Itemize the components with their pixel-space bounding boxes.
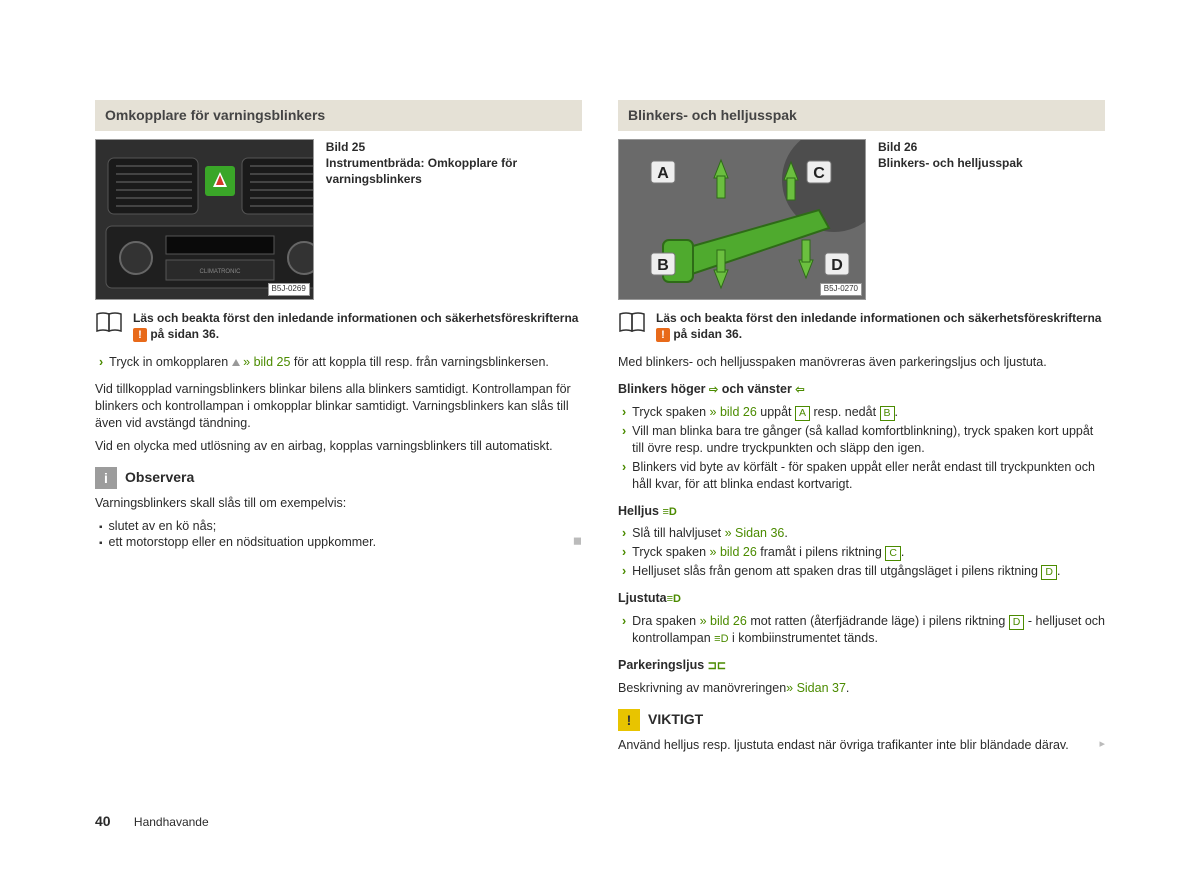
left-column: Omkopplare för varningsblinkers bbox=[95, 100, 582, 760]
footer-section: Handhavande bbox=[134, 815, 209, 829]
fig25-text: Instrumentbräda: Omkopplare för varnings… bbox=[326, 156, 517, 186]
highbeam-icon: ≡D bbox=[714, 633, 728, 645]
figure-row-right: A B C D B5J-0270 Bild 26 Blinkers- och h… bbox=[618, 139, 1105, 300]
park-text: Beskrivning av manövreringen» Sidan 37. bbox=[618, 680, 1105, 697]
figure-25-image: CLIMATRONIC B5J-0269 bbox=[95, 139, 314, 300]
hazard-triangle-icon bbox=[232, 359, 240, 366]
box-c: C bbox=[885, 546, 901, 561]
page-footer: 40 Handhavande bbox=[95, 812, 209, 831]
fig26-num: Bild 26 bbox=[878, 140, 917, 154]
page-number: 40 bbox=[95, 813, 111, 829]
dashboard-svg: CLIMATRONIC bbox=[96, 140, 314, 300]
left-bullet-list: Tryck in omkopplaren » bild 25 för att k… bbox=[95, 354, 582, 371]
flash-icon: ≡D bbox=[667, 593, 681, 605]
right-column: Blinkers- och helljusspak bbox=[618, 100, 1105, 760]
left-bullet-1: Tryck in omkopplaren » bild 25 för att k… bbox=[95, 354, 582, 371]
observera-list: slutet av en kö nås; ett motorstopp elle… bbox=[95, 518, 582, 552]
bl-item-2: Vill man blinka bara tre gånger (så kall… bbox=[618, 423, 1105, 457]
ljustuta-list: Dra spaken » bild 26 mot ratten (återfjä… bbox=[618, 613, 1105, 647]
observera-heading: i Observera bbox=[95, 467, 582, 489]
section-header-right: Blinkers- och helljusspak bbox=[618, 100, 1105, 131]
subhead-helljus: Helljus ≡D bbox=[618, 503, 1105, 520]
section-header-left: Omkopplare för varningsblinkers bbox=[95, 100, 582, 131]
hl-item-3: Helljuset slås från genom att spaken dra… bbox=[618, 563, 1105, 580]
bl-item-1: Tryck spaken » bild 26 uppåt A resp. ned… bbox=[618, 404, 1105, 421]
highbeam-icon: ≡D bbox=[662, 506, 676, 518]
arrow-left-icon: ⇦ bbox=[795, 384, 804, 396]
warn-badge-icon: ! bbox=[133, 328, 147, 342]
link-sidan36[interactable]: » Sidan 36 bbox=[725, 526, 785, 540]
helljus-list: Slå till halvljuset » Sidan 36. Tryck sp… bbox=[618, 525, 1105, 580]
fig25-num: Bild 25 bbox=[326, 140, 365, 154]
book-icon bbox=[95, 310, 125, 334]
figure-26-image: A B C D B5J-0270 bbox=[618, 139, 866, 300]
figure-25-caption: Bild 25 Instrumentbräda: Omkopplare för … bbox=[326, 139, 582, 300]
viktigt-heading: ! VIKTIGT bbox=[618, 709, 1105, 731]
section-end-mark: ◼ bbox=[573, 534, 582, 549]
left-para1: Vid tillkopplad varningsblinkers blinkar… bbox=[95, 381, 582, 432]
link-bild26[interactable]: » bild 26 bbox=[710, 405, 757, 419]
blinkers-list: Tryck spaken » bild 26 uppåt A resp. ned… bbox=[618, 404, 1105, 493]
manual-page: Omkopplare för varningsblinkers bbox=[0, 0, 1200, 760]
box-a: A bbox=[795, 406, 810, 421]
link-bild25[interactable]: » bild 25 bbox=[240, 355, 291, 369]
svg-text:D: D bbox=[831, 257, 843, 274]
warn-badge-icon: ! bbox=[656, 328, 670, 342]
box-d: D bbox=[1009, 615, 1025, 630]
obs-item-2: ett motorstopp eller en nödsituation upp… bbox=[95, 534, 582, 551]
box-d: D bbox=[1041, 565, 1057, 580]
svg-text:C: C bbox=[813, 165, 825, 182]
subhead-blinkers: Blinkers höger ⇨ och vänster ⇦ bbox=[618, 381, 1105, 398]
fig26-text: Blinkers- och helljusspak bbox=[878, 156, 1023, 170]
subhead-parkeringsljus: Parkeringsljus ⊐⊏ bbox=[618, 657, 1105, 674]
hl-item-1: Slå till halvljuset » Sidan 36. bbox=[618, 525, 1105, 542]
observera-intro: Varningsblinkers skall slås till om exem… bbox=[95, 495, 582, 512]
left-para2: Vid en olycka med utlösning av en airbag… bbox=[95, 438, 582, 455]
subhead-ljustuta: Ljustuta≡D bbox=[618, 590, 1105, 607]
link-bild26[interactable]: » bild 26 bbox=[710, 545, 757, 559]
fig25-tag: B5J-0269 bbox=[268, 283, 310, 296]
figure-26-caption: Bild 26 Blinkers- och helljusspak bbox=[878, 139, 1023, 300]
bl-item-3: Blinkers vid byte av körfält - för spake… bbox=[618, 459, 1105, 493]
read-first-text-right: Läs och beakta först den inledande infor… bbox=[656, 310, 1105, 342]
right-intro: Med blinkers- och helljusspaken manövrer… bbox=[618, 354, 1105, 371]
obs-item-1: slutet av en kö nås; bbox=[95, 518, 582, 535]
book-icon bbox=[618, 310, 648, 334]
box-b: B bbox=[880, 406, 895, 421]
svg-text:B: B bbox=[657, 257, 669, 274]
stalk-svg: A B C D bbox=[619, 140, 866, 300]
svg-text:A: A bbox=[657, 165, 669, 182]
read-first-right: Läs och beakta först den inledande infor… bbox=[618, 310, 1105, 342]
svg-text:CLIMATRONIC: CLIMATRONIC bbox=[200, 269, 242, 275]
parklight-icon: ⊐⊏ bbox=[708, 660, 726, 672]
link-bild26[interactable]: » bild 26 bbox=[700, 614, 747, 628]
arrow-right-icon: ⇨ bbox=[709, 384, 718, 396]
fig26-tag: B5J-0270 bbox=[820, 283, 862, 296]
info-icon: i bbox=[95, 467, 117, 489]
continue-mark: ▸ bbox=[1099, 737, 1105, 752]
lt-item-1: Dra spaken » bild 26 mot ratten (återfjä… bbox=[618, 613, 1105, 647]
hl-item-2: Tryck spaken » bild 26 framåt i pilens r… bbox=[618, 544, 1105, 561]
read-first-left: Läs och beakta först den inledande infor… bbox=[95, 310, 582, 342]
figure-row-left: CLIMATRONIC B5J-0269 Bild 25 Instrumentb… bbox=[95, 139, 582, 300]
viktigt-text: Använd helljus resp. ljustuta endast när… bbox=[618, 737, 1105, 754]
read-first-text-left: Läs och beakta först den inledande infor… bbox=[133, 310, 582, 342]
important-icon: ! bbox=[618, 709, 640, 731]
link-sidan37[interactable]: » Sidan 37 bbox=[786, 681, 846, 695]
